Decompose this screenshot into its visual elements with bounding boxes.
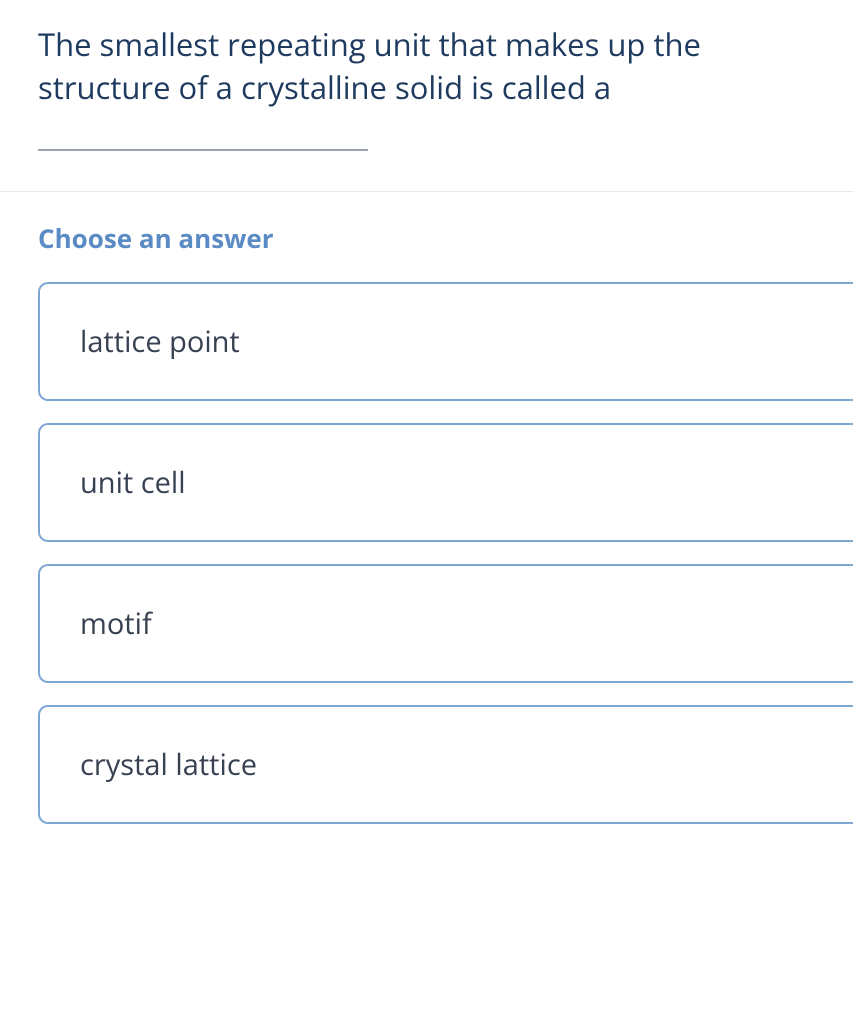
choose-answer-label: Choose an answer xyxy=(38,220,853,256)
answer-option-unit-cell[interactable]: unit cell xyxy=(38,423,853,542)
answer-option-label: crystal lattice xyxy=(80,745,813,784)
answer-option-label: lattice point xyxy=(80,322,813,361)
answer-option-crystal-lattice[interactable]: crystal lattice xyxy=(38,705,853,824)
answer-option-lattice-point[interactable]: lattice point xyxy=(38,282,853,401)
answer-option-label: unit cell xyxy=(80,463,813,502)
answer-section: Choose an answer lattice point unit cell… xyxy=(0,192,853,874)
question-section: The smallest repeating unit that makes u… xyxy=(0,0,853,192)
fill-in-blank-line xyxy=(38,149,368,151)
question-text: The smallest repeating unit that makes u… xyxy=(38,24,815,111)
answer-option-motif[interactable]: motif xyxy=(38,564,853,683)
answer-option-label: motif xyxy=(80,604,813,643)
